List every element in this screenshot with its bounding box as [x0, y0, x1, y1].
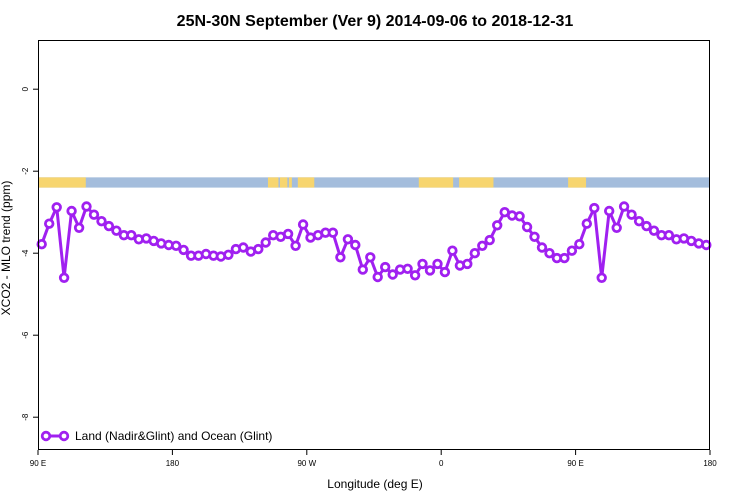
data-point [372, 271, 383, 283]
chart-title: 25N-30N September (Ver 9) 2014-09-06 to … [177, 13, 574, 30]
data-point [462, 258, 473, 270]
data-point [439, 266, 451, 278]
land-segment [267, 177, 279, 188]
data-point [589, 202, 600, 214]
data-point [536, 242, 548, 253]
land-segment [459, 177, 494, 188]
data-point [380, 261, 391, 273]
plot-frame [38, 40, 710, 450]
y-tick-label: -8 [21, 413, 30, 421]
data-point [387, 269, 398, 280]
data-point [633, 215, 645, 227]
data-point [663, 229, 675, 241]
data-point [238, 242, 249, 253]
data-point [253, 243, 264, 255]
x-tick-label: 180 [703, 459, 717, 468]
y-tick-label: -4 [21, 249, 30, 257]
data-point [492, 220, 503, 231]
data-point [521, 221, 533, 233]
land-segment [38, 177, 86, 188]
data-point [574, 238, 585, 250]
data-point [170, 240, 182, 251]
data-point [417, 258, 428, 270]
data-point [469, 247, 480, 259]
data-point [484, 234, 495, 246]
data-point [611, 222, 622, 233]
data-point [260, 237, 271, 248]
data-point [701, 239, 712, 251]
x-axis-label: Longitude (deg E) [327, 477, 422, 491]
y-axis: 0 -2 -4 -6 -8 [21, 86, 38, 421]
data-point [618, 201, 630, 212]
data-point [51, 202, 62, 213]
data-point [641, 220, 652, 232]
data-point [604, 205, 615, 217]
legend-label: Land (Nadir&Glint) and Ocean (Glint) [75, 429, 272, 443]
data-point [223, 249, 234, 260]
x-tick-label: 90 E [30, 459, 46, 468]
data-point [297, 219, 309, 230]
data-point [596, 272, 607, 283]
ocean-band [38, 177, 710, 188]
y-tick-label: -6 [21, 331, 30, 339]
data-point [626, 209, 637, 220]
y-tick-label: 0 [21, 86, 30, 91]
x-tick-label: 90 E [567, 459, 583, 468]
data-point [514, 211, 525, 222]
data-point [581, 218, 592, 229]
data-point [566, 245, 578, 256]
data-point [290, 240, 301, 251]
data-point [126, 229, 137, 241]
data-point [424, 265, 436, 276]
data-point [178, 244, 189, 256]
data-point [447, 245, 458, 256]
x-axis: 90 E 180 90 W 0 90 E 180 [30, 450, 717, 468]
data-point [88, 209, 100, 220]
land-segment [418, 177, 454, 188]
data-point [529, 231, 540, 242]
data-point [544, 247, 555, 259]
legend-marker-left [40, 430, 52, 442]
land-segment [297, 177, 315, 188]
data-point [409, 270, 421, 281]
data-point [335, 252, 346, 263]
x-tick-label: 0 [439, 459, 444, 468]
x-tick-label: 90 W [297, 459, 316, 468]
data-point [103, 220, 115, 232]
data-point [282, 228, 294, 240]
data-point [327, 227, 339, 238]
data-point [559, 252, 570, 264]
data-point [477, 240, 488, 251]
data-point [44, 218, 55, 229]
x-tick-label: 180 [166, 459, 180, 468]
data-point [36, 238, 47, 250]
data-point [350, 239, 361, 251]
data-point [402, 263, 413, 274]
land-segment [279, 177, 288, 188]
data-point [357, 264, 368, 275]
y-tick-label: -2 [21, 167, 30, 175]
data-point [432, 258, 443, 270]
legend: Land (Nadir&Glint) and Ocean (Glint) [40, 429, 272, 443]
surface-type-band [38, 177, 710, 188]
series-layer [36, 201, 712, 283]
data-point [81, 201, 92, 212]
data-point [58, 272, 70, 283]
legend-marker-right [58, 430, 70, 442]
data-point [365, 252, 376, 263]
data-point [648, 225, 660, 236]
data-point [342, 234, 354, 245]
data-point [111, 225, 122, 236]
land-segment [568, 177, 587, 188]
y-axis-label: XCO2 - MLO trend (ppm) [0, 181, 13, 316]
data-point [66, 205, 77, 217]
data-point [73, 222, 85, 233]
data-point [96, 215, 107, 227]
land-segment [288, 177, 292, 188]
